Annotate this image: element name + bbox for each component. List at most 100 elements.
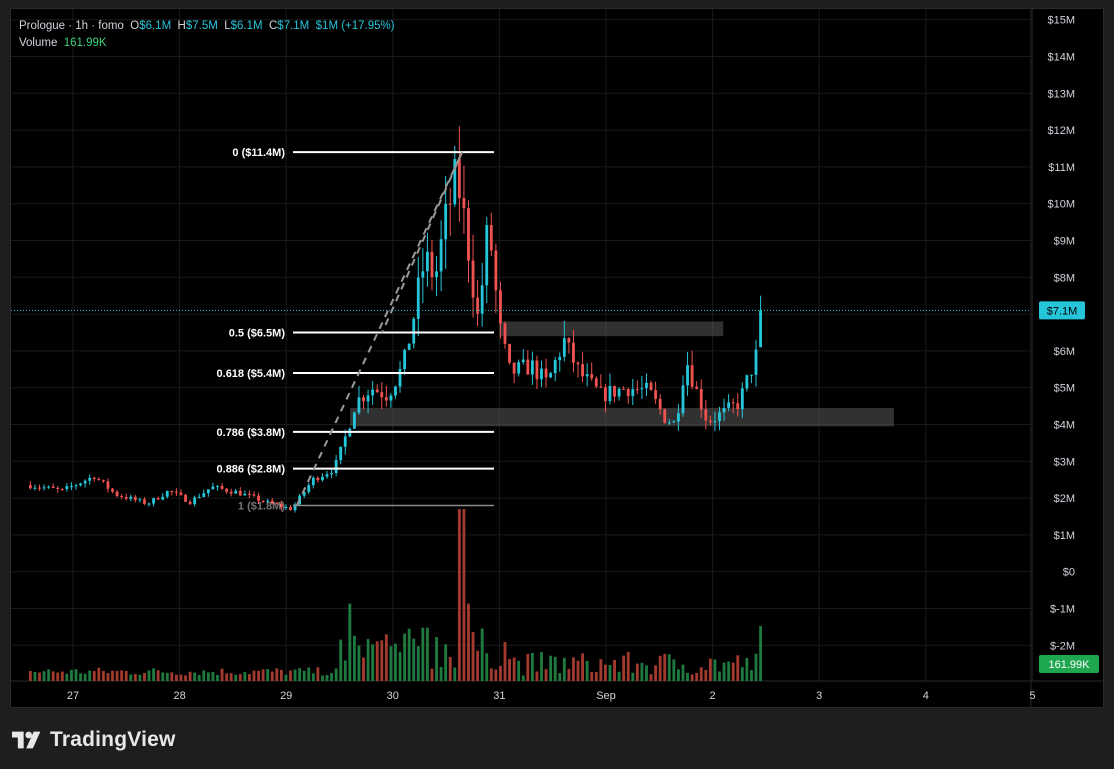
volume-badge-label: 161.99K (1049, 659, 1091, 671)
candle-body (695, 386, 699, 390)
volume-bar (476, 650, 480, 681)
volume-bar (279, 669, 283, 681)
candle-body (713, 421, 717, 423)
candle-body (530, 360, 534, 375)
candle (270, 498, 274, 505)
price-tick-label: $13M (1047, 88, 1075, 100)
candle-body (229, 491, 233, 494)
volume-bar (594, 671, 598, 681)
candle-body (152, 498, 155, 504)
volume-bar (608, 665, 612, 681)
volume-bar (448, 657, 452, 681)
candle-body (38, 487, 41, 489)
candle-body (334, 460, 338, 474)
candle-body (704, 409, 708, 421)
candle (101, 479, 105, 483)
footer-branding[interactable]: TradingView (12, 728, 176, 752)
candle-body (83, 480, 87, 484)
candle-body (640, 388, 644, 390)
volume-bar (266, 669, 270, 681)
candle (462, 165, 466, 234)
candle (188, 499, 192, 505)
volume-bar (270, 671, 274, 681)
candlestick-chart[interactable]: 0 ($11.4M) 0.5 ($6.5M) 0.618 ($5.4M) 0.786 … (11, 9, 1104, 708)
volume-bar (79, 673, 82, 681)
candle (508, 343, 511, 365)
volume-bar (106, 673, 110, 681)
candle-body (485, 225, 489, 286)
price-tick-label: $14M (1047, 52, 1075, 64)
candle (398, 361, 402, 393)
candle (654, 381, 658, 405)
candle (316, 476, 320, 483)
fib-retracement: 0 ($11.4M) 0.5 ($6.5M) 0.618 ($5.4M) 0.786 … (217, 147, 494, 512)
volume-bar (193, 672, 197, 681)
candle (42, 484, 46, 491)
candle-body (649, 382, 653, 391)
candle (170, 490, 174, 496)
candle-body (184, 494, 187, 502)
candle (394, 385, 397, 399)
volume-bar (690, 674, 694, 681)
volume-bar (562, 657, 566, 681)
volume-bar (590, 671, 594, 681)
legend-change: $1M (+17.95%) (315, 20, 395, 32)
price-tick-label: $4M (1054, 420, 1075, 432)
candle (480, 262, 484, 327)
candle (366, 389, 370, 414)
candle-body (257, 495, 260, 501)
volume-bar (471, 632, 475, 681)
candle (453, 145, 457, 207)
candle (184, 493, 187, 503)
candle-body (407, 343, 411, 350)
candle-body (599, 386, 603, 388)
volume-bar (745, 658, 749, 681)
candle-body (672, 421, 676, 423)
candle (416, 257, 420, 337)
candle (594, 376, 598, 389)
volume-bar (572, 657, 575, 681)
candle (622, 386, 626, 390)
price-tick-label: $3M (1054, 456, 1075, 468)
volume-bar (88, 670, 92, 681)
legend-close-value: $7.1M (277, 20, 310, 32)
candle (330, 469, 333, 479)
candle-body (722, 407, 726, 413)
time-tick-label: 27 (67, 690, 79, 702)
candle-body (562, 338, 566, 357)
candle-body (412, 318, 416, 344)
candle (92, 476, 96, 482)
volume-bar (133, 674, 137, 681)
volume-bar (407, 628, 411, 681)
volume-bar (421, 627, 425, 681)
candle (243, 490, 247, 496)
volume-bar (544, 669, 548, 681)
volume-badge (1039, 655, 1099, 673)
candle (695, 381, 699, 390)
volume-bar (384, 634, 388, 681)
candle-body (480, 285, 484, 314)
candle (257, 492, 260, 504)
volume-bar (517, 660, 521, 681)
candle (216, 485, 219, 491)
volume-bar (512, 657, 516, 681)
candle-body (316, 477, 320, 481)
candle (476, 280, 480, 327)
candle (161, 493, 165, 501)
volume-bar (425, 627, 429, 681)
candle-body (416, 277, 420, 319)
volume-bar (444, 644, 448, 681)
candle-body (654, 390, 658, 399)
candle-body (444, 203, 448, 240)
candle-body (79, 483, 82, 486)
candle (120, 493, 124, 500)
candle-body (603, 387, 607, 402)
legend-low-value: $6.1M (230, 20, 263, 32)
candle (727, 394, 731, 412)
candle (467, 200, 470, 283)
volume-bar (718, 671, 721, 681)
price-tick-label: $2M (1054, 493, 1075, 505)
volume-bar (316, 667, 320, 681)
volume-bar (184, 675, 187, 681)
chart-area[interactable]: 0 ($11.4M) 0.5 ($6.5M) 0.618 ($5.4M) 0.786 … (10, 8, 1104, 708)
